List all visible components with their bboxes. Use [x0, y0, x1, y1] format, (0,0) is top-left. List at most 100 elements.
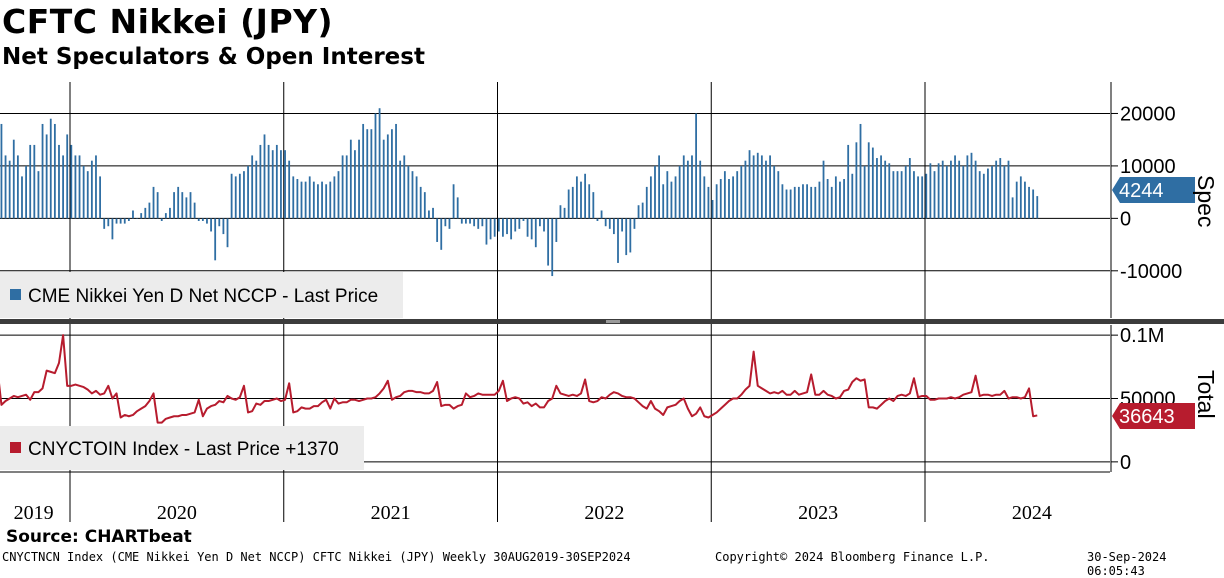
- spec-bar: [21, 176, 23, 219]
- spec-bar: [222, 218, 225, 235]
- spec-bar: [49, 118, 52, 219]
- spec-bar: [686, 160, 689, 219]
- spec-bar: [378, 108, 381, 219]
- spec-bar: [497, 218, 500, 232]
- spec-bar: [908, 158, 911, 219]
- spec-bar: [432, 207, 434, 219]
- spec-bar: [33, 144, 36, 219]
- spec-bar: [793, 186, 796, 219]
- spec-bar: [925, 173, 928, 219]
- spec-bar: [1015, 181, 1018, 219]
- total-last-value: 36643: [1119, 406, 1175, 428]
- spec-bar: [1019, 176, 1022, 219]
- spec-bar: [62, 155, 64, 219]
- spec-bar: [760, 155, 763, 219]
- spec-legend-box: [0, 272, 403, 318]
- total-legend-swatch: [10, 442, 21, 453]
- spec-bar: [604, 218, 607, 227]
- spec-bar: [785, 189, 788, 219]
- spec-bar: [382, 139, 385, 219]
- spec-bar: [962, 165, 965, 219]
- spec-bar: [991, 165, 993, 219]
- spec-bar: [45, 134, 48, 219]
- spec-bar: [719, 179, 722, 219]
- spec-bar: [666, 171, 669, 219]
- spec-bar: [896, 171, 899, 219]
- spec-bar: [658, 155, 660, 219]
- spec-bar: [460, 218, 463, 224]
- spec-bar: [456, 197, 459, 219]
- spec-bar: [547, 218, 550, 266]
- spec-bar: [189, 192, 192, 219]
- spec-bar: [29, 144, 32, 219]
- spec-bar: [132, 210, 134, 219]
- spec-bar: [806, 184, 808, 219]
- spec-bar: [53, 123, 56, 219]
- spec-bar: [140, 213, 143, 219]
- spec-bar: [333, 176, 336, 219]
- spec-bar: [469, 218, 471, 224]
- spec-bar: [645, 186, 648, 219]
- spec-bar: [70, 144, 73, 219]
- spec-bar: [847, 144, 850, 219]
- spec-bar: [703, 176, 706, 219]
- spec-bar: [485, 218, 488, 245]
- spec-bar: [810, 186, 813, 219]
- spec-bar: [300, 181, 303, 219]
- spec-bar: [16, 155, 19, 219]
- spec-bar: [966, 155, 969, 219]
- spec-bar: [834, 176, 837, 219]
- spec-bar: [674, 176, 677, 219]
- x-year-label: 2022: [584, 502, 624, 524]
- spec-bar: [362, 123, 365, 219]
- spec-bar: [1024, 181, 1026, 219]
- spec-tick-label: -10000: [1120, 261, 1182, 283]
- page-subtitle: Net Speculators & Open Interest: [2, 44, 425, 70]
- spec-bar: [358, 139, 360, 219]
- spec-bar: [156, 192, 159, 219]
- spec-bar: [662, 184, 665, 219]
- panel-splitter-handle[interactable]: [606, 320, 620, 323]
- spec-bar: [625, 218, 628, 256]
- spec-bar: [830, 186, 833, 219]
- spec-bar: [452, 184, 455, 219]
- spec-bar: [699, 160, 702, 219]
- spec-bar: [802, 184, 804, 219]
- spec-bar: [715, 184, 718, 219]
- spec-bar: [621, 218, 624, 232]
- spec-bar: [255, 160, 258, 219]
- spec-bar: [740, 165, 743, 219]
- spec-bar: [888, 163, 891, 219]
- spec-bar: [867, 142, 870, 219]
- spec-bar: [982, 173, 985, 219]
- spec-bar: [185, 197, 188, 219]
- spec-bar: [99, 176, 101, 219]
- spec-bar: [234, 176, 237, 219]
- spec-bar: [90, 160, 93, 219]
- spec-bar: [612, 218, 615, 235]
- spec-bar: [284, 150, 286, 219]
- spec-bar: [584, 173, 587, 219]
- spec-last-value: 4244: [1119, 180, 1164, 202]
- spec-bar: [296, 179, 299, 219]
- spec-bar: [921, 176, 924, 219]
- spec-bar: [115, 218, 118, 224]
- x-year-label: 2023: [798, 502, 838, 524]
- source-label: Source: CHARTbeat: [6, 527, 192, 547]
- spec-bar: [571, 186, 574, 219]
- spec-legend-swatch: [10, 289, 21, 300]
- total-series-line: [0, 334, 1038, 424]
- spec-bar: [481, 218, 484, 227]
- spec-bar: [325, 184, 328, 219]
- spec-bar: [119, 218, 122, 224]
- spec-bar: [1036, 196, 1039, 219]
- spec-bar: [884, 160, 887, 219]
- spec-bar: [329, 181, 332, 219]
- spec-bar: [978, 171, 981, 219]
- spec-bar: [489, 218, 492, 240]
- spec-bar: [736, 171, 739, 219]
- total-legend-label: CNYCTOIN Index - Last Price +1370: [28, 439, 339, 460]
- spec-bar: [148, 202, 151, 219]
- spec-bar: [752, 155, 755, 219]
- spec-bar: [744, 160, 747, 219]
